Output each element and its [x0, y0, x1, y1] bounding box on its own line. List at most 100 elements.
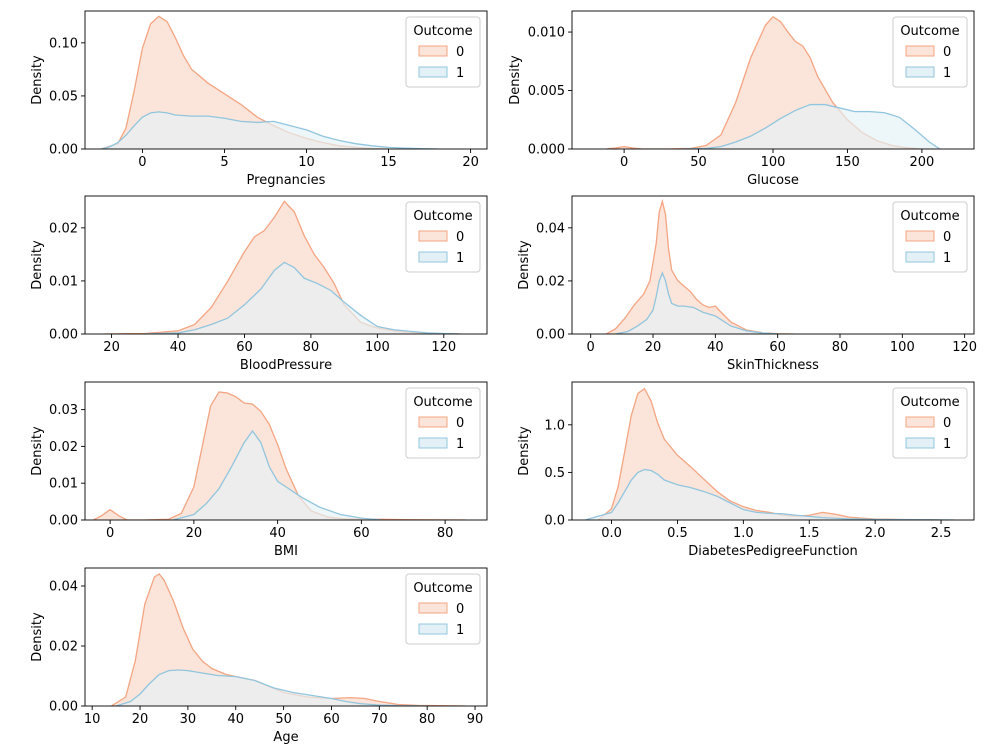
x-tick-label: 60 [353, 526, 370, 541]
legend-label-1: 1 [456, 251, 464, 266]
legend-swatch-1 [905, 437, 935, 449]
x-tick-label: 15 [380, 155, 397, 170]
axes-frame [84, 10, 488, 150]
x-tick-label: 50 [275, 712, 292, 727]
x-axis-label: DiabetesPedigreeFunction [688, 544, 858, 559]
x-tick-label: 80 [832, 340, 849, 355]
legend-swatch-0 [418, 602, 448, 614]
legend-label-0: 0 [943, 45, 951, 60]
legend-swatch-1 [905, 66, 935, 78]
legend: Outcome 0 1 [892, 16, 968, 88]
x-tick-label: 90 [467, 712, 484, 727]
y-tick-label: 0.5 [544, 466, 565, 481]
x-tick-label: 0.0 [601, 526, 622, 541]
y-axis-label: Density [508, 55, 523, 105]
area-outcome-1 [172, 430, 383, 520]
plot-area [606, 16, 941, 149]
x-tick-label: 80 [419, 712, 436, 727]
y-axis-label: Density [30, 426, 45, 476]
x-tick-label: 0.5 [667, 526, 688, 541]
y-tick-label: 0.04 [536, 221, 565, 236]
legend-label-1: 1 [456, 66, 464, 81]
area-outcome-0 [606, 201, 794, 334]
x-tick-label: 60 [769, 340, 786, 355]
legend: Outcome 0 1 [405, 387, 481, 459]
x-tick-label: 40 [707, 340, 724, 355]
axes-frame [84, 567, 488, 707]
area-outcome-1 [585, 469, 955, 520]
x-tick-label: 20 [645, 340, 662, 355]
legend-label-0: 0 [456, 230, 464, 245]
axes-frame [84, 381, 488, 521]
line-outcome-1 [615, 271, 778, 334]
line-outcome-1 [584, 468, 955, 520]
legend: Outcome 0 1 [892, 387, 968, 459]
x-tick-label: 100 [761, 155, 786, 170]
y-tick-label: 0.0 [544, 514, 565, 529]
x-tick-label: 0 [620, 155, 628, 170]
legend-swatch-1 [418, 623, 448, 635]
x-tick-label: 120 [431, 340, 456, 355]
legend-title: Outcome [413, 395, 472, 410]
legend-label-1: 1 [943, 437, 951, 452]
plot-area [93, 391, 467, 520]
y-tick-label: 0.000 [528, 143, 565, 158]
x-tick-label: 0 [138, 155, 146, 170]
legend-label-1: 1 [943, 66, 951, 81]
legend-swatch-0 [418, 230, 448, 242]
x-tick-label: 1.5 [799, 526, 820, 541]
legend-swatch-0 [418, 416, 448, 428]
legend-title: Outcome [413, 209, 472, 224]
subplot-diabetespedigreefunction: 0.0 0.5 1.0 1.5 2.0 2.5 0.0 0.5 1.0 DiabetesPedig… [517, 381, 975, 559]
line-outcome-0 [605, 198, 794, 334]
y-tick-label: 0.00 [49, 514, 78, 529]
y-tick-label: 0.02 [49, 440, 78, 455]
x-tick-label: 0 [587, 340, 595, 355]
x-axis-label: Pregnancies [247, 173, 326, 188]
legend-swatch-1 [418, 66, 448, 78]
subplot-pregnancies: 0 5 10 15 200.000.050.10PregnanciesDensityOu… [30, 10, 488, 188]
legend-label-0: 0 [456, 45, 464, 60]
y-tick-label: 0.10 [49, 36, 78, 51]
y-axis-label: Density [30, 240, 45, 290]
legend-title: Outcome [900, 395, 959, 410]
legend-swatch-1 [418, 437, 448, 449]
x-tick-label: 80 [303, 340, 320, 355]
line-outcome-1 [115, 669, 428, 706]
x-tick-label: 2.0 [865, 526, 886, 541]
line-outcome-0 [597, 387, 942, 520]
line-outcome-1 [144, 261, 461, 334]
subplot-glucose: 0 50 100 150 200 0.000 0.005 0.010 Glucose Densit… [508, 10, 975, 188]
y-axis-label: Density [517, 240, 532, 290]
legend-title: Outcome [900, 209, 959, 224]
legend-title: Outcome [900, 24, 959, 39]
line-outcome-1 [683, 103, 941, 149]
x-tick-label: 120 [952, 340, 977, 355]
legend: Outcome 0 1 [405, 201, 481, 273]
y-tick-label: 0.02 [49, 640, 78, 655]
y-axis-label: Density [30, 55, 45, 105]
line-outcome-1 [172, 429, 383, 520]
area-outcome-1 [101, 111, 438, 149]
x-tick-label: 200 [909, 155, 934, 170]
legend-swatch-0 [905, 230, 935, 242]
x-tick-label: 100 [365, 340, 390, 355]
legend-label-0: 0 [456, 602, 464, 617]
axes-frame [571, 381, 975, 521]
y-tick-label: 0.04 [49, 580, 78, 595]
x-tick-label: 10 [298, 155, 315, 170]
plot-area [104, 200, 461, 334]
plot-area [101, 15, 438, 149]
x-tick-label: 20 [462, 155, 479, 170]
plot-area [110, 573, 466, 706]
legend-title: Outcome [413, 24, 472, 39]
axes-frame [84, 195, 488, 335]
y-tick-label: 0.01 [49, 477, 78, 492]
axes-frame [571, 195, 975, 335]
legend-label-0: 0 [943, 416, 951, 431]
x-tick-label: 100 [890, 340, 915, 355]
area-outcome-1 [116, 670, 428, 706]
x-tick-label: 40 [170, 340, 187, 355]
x-tick-label: 60 [323, 712, 340, 727]
